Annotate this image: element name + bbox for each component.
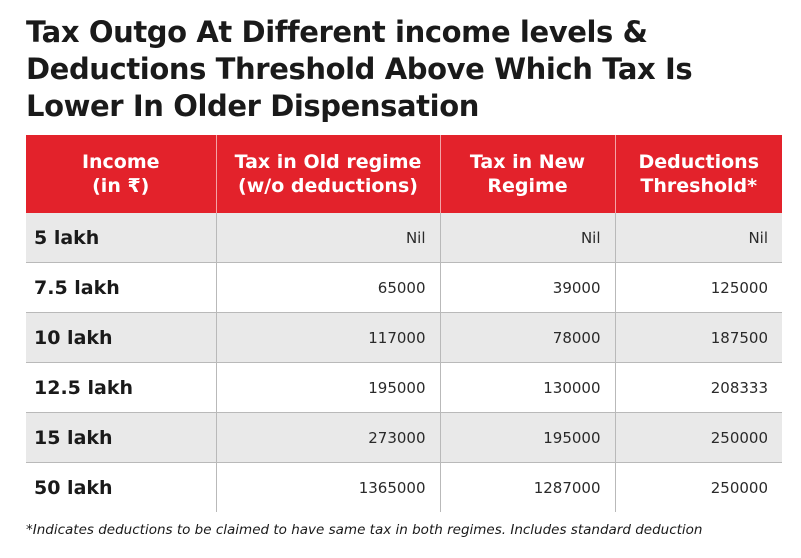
table-row: 5 lakh Nil Nil Nil — [26, 213, 782, 263]
new-regime-tax-cell: 195000 — [439, 412, 615, 463]
table-row: 12.5 lakh 195000 130000 208333 — [26, 362, 782, 413]
table-row: 50 lakh 1365000 1287000 250000 — [26, 462, 782, 512]
header-line: Income — [81, 151, 160, 173]
income-cell: 15 lakh — [26, 412, 216, 463]
old-regime-tax-cell: 1365000 — [215, 462, 440, 512]
header-row: Income (in ₹) Tax in Old regime (w/o ded… — [26, 135, 782, 213]
old-regime-tax-cell: 273000 — [215, 412, 440, 463]
new-regime-tax-cell: 1287000 — [439, 462, 615, 512]
deductions-threshold-cell: 187500 — [614, 312, 782, 363]
header-line: Tax in Old regime — [234, 151, 422, 173]
deductions-threshold-cell: Nil — [614, 213, 782, 263]
table-body: 5 lakh Nil Nil Nil 7.5 lakh 65000 39000 … — [26, 213, 782, 512]
income-cell: 12.5 lakh — [26, 362, 216, 413]
header-line: Regime — [487, 175, 568, 197]
header-line: Deductions — [638, 151, 760, 173]
old-regime-tax-cell: 195000 — [215, 362, 440, 413]
title-line: Deductions Threshold Above Which Tax Is — [26, 52, 693, 86]
column-header-old-regime: Tax in Old regime (w/o deductions) — [215, 135, 440, 213]
deductions-threshold-cell: 250000 — [614, 412, 782, 463]
new-regime-tax-cell: 39000 — [439, 262, 615, 313]
income-cell: 50 lakh — [26, 462, 216, 512]
footnote: *Indicates deductions to be claimed to h… — [26, 522, 703, 538]
new-regime-tax-cell: 78000 — [439, 312, 615, 363]
title-line: Tax Outgo At Different income levels & — [26, 15, 648, 49]
income-cell: 10 lakh — [26, 312, 216, 363]
new-regime-tax-cell: Nil — [439, 213, 615, 263]
column-header-income: Income (in ₹) — [26, 135, 216, 213]
chart-title: Tax Outgo At Different income levels & D… — [26, 14, 786, 125]
tax-table: Income (in ₹) Tax in Old regime (w/o ded… — [26, 135, 782, 512]
deductions-threshold-cell: 208333 — [614, 362, 782, 413]
table-row: 15 lakh 273000 195000 250000 — [26, 412, 782, 463]
header-line: Threshold* — [640, 175, 758, 197]
column-header-deductions-threshold: Deductions Threshold* — [614, 135, 782, 213]
new-regime-tax-cell: 130000 — [439, 362, 615, 413]
deductions-threshold-cell: 250000 — [614, 462, 782, 512]
header-line: Tax in New — [469, 151, 586, 173]
column-header-new-regime: Tax in New Regime — [439, 135, 615, 213]
table-row: 10 lakh 117000 78000 187500 — [26, 312, 782, 363]
old-regime-tax-cell: 117000 — [215, 312, 440, 363]
table-header: Income (in ₹) Tax in Old regime (w/o ded… — [26, 135, 782, 213]
deductions-threshold-cell: 125000 — [614, 262, 782, 313]
income-cell: 5 lakh — [26, 213, 216, 263]
table-row: 7.5 lakh 65000 39000 125000 — [26, 262, 782, 313]
old-regime-tax-cell: 65000 — [215, 262, 440, 313]
header-line: (in ₹) — [92, 175, 150, 197]
income-cell: 7.5 lakh — [26, 262, 216, 313]
header-line: (w/o deductions) — [238, 175, 418, 197]
title-line: Lower In Older Dispensation — [26, 89, 479, 123]
old-regime-tax-cell: Nil — [215, 213, 440, 263]
